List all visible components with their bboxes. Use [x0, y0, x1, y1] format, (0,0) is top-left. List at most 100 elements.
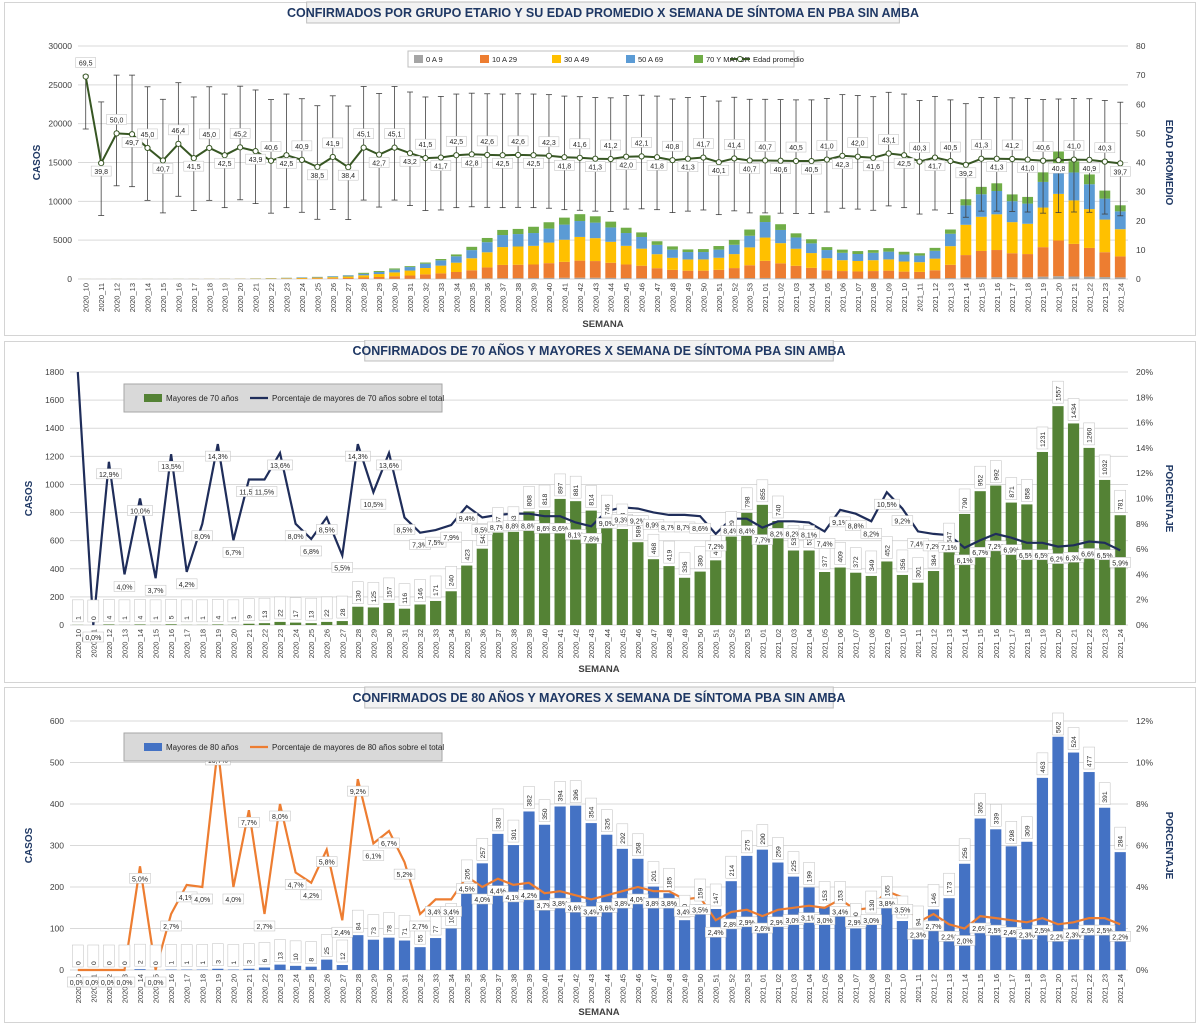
percentage-label: 7,3%	[412, 543, 428, 550]
x-tick-label: 2020_14	[136, 629, 145, 658]
bar-segment	[1083, 247, 1095, 277]
y-tick-label: 30000	[48, 41, 72, 51]
x-tick-label: 2020_30	[391, 283, 400, 312]
x-tick-label: 2020_25	[307, 629, 316, 658]
bar	[990, 485, 1002, 625]
bar-segment	[883, 259, 895, 271]
bar-segment	[759, 222, 771, 238]
bar	[865, 916, 877, 970]
bar-value-label: 146	[931, 893, 938, 905]
bar-segment	[929, 247, 941, 251]
bar-value-label-box	[647, 533, 660, 557]
y2-tick-label: 70	[1136, 70, 1146, 80]
x-tick-label: 2021_05	[821, 974, 830, 1003]
x-tick-label: 2020_10	[82, 283, 91, 312]
x-tick-label: 2020_26	[323, 974, 332, 1003]
x-tick-label: 2021_06	[836, 974, 845, 1003]
percentage-label: 7,1%	[941, 545, 957, 552]
x-tick-label: 2020_36	[478, 629, 487, 658]
bar	[585, 510, 597, 625]
bar-value-label: 13	[262, 610, 269, 618]
y2-tick-label: 60	[1136, 99, 1146, 109]
chart-title-box	[364, 686, 834, 709]
bar-segment	[605, 241, 617, 263]
bar-segment	[636, 278, 648, 279]
x-tick-label: 2020_17	[183, 629, 192, 658]
x-tick-label: 2020_39	[530, 283, 539, 312]
bar-value-label-box	[1036, 426, 1049, 450]
bar-value-label: 855	[760, 488, 767, 500]
bar-segment	[651, 268, 663, 279]
average-age-label: 40,6	[1036, 145, 1050, 152]
percentage-label-box	[813, 538, 836, 549]
x-tick-label: 2021_06	[838, 283, 847, 312]
bar	[803, 887, 815, 970]
average-age-label-box	[1001, 139, 1023, 151]
bar-value-label-box	[336, 939, 349, 963]
x-tick-label: 2021_13	[946, 283, 955, 312]
legend-box	[123, 732, 443, 762]
bar-segment	[512, 228, 524, 235]
bar-segment	[543, 222, 555, 229]
bar	[554, 806, 566, 970]
bar-segment	[466, 250, 478, 259]
percentage-label: 7,4%	[817, 541, 833, 548]
percentage-label: 8,7%	[490, 525, 506, 532]
percentage-label-box	[860, 914, 882, 925]
x-tick-label: 2021_14	[961, 629, 970, 658]
bar-segment	[1006, 253, 1018, 278]
bar-segment	[1053, 193, 1064, 241]
percentage-label-box	[518, 889, 540, 901]
bar-segment	[528, 245, 539, 265]
bar-value-label: 818	[542, 493, 549, 505]
bar-value-label: 530	[791, 534, 798, 546]
bar-segment	[1006, 222, 1018, 254]
x-tick-label: 2021_17	[1008, 283, 1017, 312]
bar-segment	[682, 252, 694, 260]
average-age-label-box	[461, 157, 482, 168]
average-age-label-box	[986, 161, 1007, 172]
percentage-label: 2,2%	[1050, 934, 1066, 941]
bar	[881, 901, 893, 970]
y-tick-label: 1400	[45, 423, 64, 433]
bar	[570, 501, 582, 625]
average-age-point	[916, 158, 923, 165]
average-age-label-box	[492, 157, 513, 169]
y-tick-label: 15000	[48, 158, 72, 168]
x-tick-label: 2020_14	[143, 283, 152, 312]
percentage-label: 0,0%	[116, 980, 132, 987]
bar-value-label: 992	[993, 469, 1000, 481]
x-tick-label: 2021_24	[1116, 283, 1125, 312]
bar-value-label: 290	[760, 833, 767, 845]
bar-value-label-box	[1052, 712, 1064, 736]
x-tick-label: 2021_01	[758, 629, 767, 658]
bar-value-label-box	[958, 838, 971, 862]
average-age-line	[84, 76, 1121, 169]
bar-segment	[697, 252, 709, 260]
bar-value-label-box	[569, 780, 582, 803]
bar-segment	[420, 274, 431, 279]
average-age-label: 42,1	[635, 140, 649, 147]
bar-value-label: 4	[215, 615, 222, 619]
percentage-label: 13,5%	[161, 464, 181, 471]
bar-value-label: 171	[433, 584, 440, 596]
average-age-point	[267, 157, 275, 164]
bar	[616, 848, 628, 970]
bar-value-label-box	[367, 582, 380, 605]
bar	[476, 548, 488, 625]
average-age-label: 41,3	[681, 165, 695, 172]
x-tick-label: 2020_23	[276, 974, 285, 1003]
x-tick-label: 2021_14	[961, 974, 970, 1003]
average-age-point	[808, 157, 815, 165]
percentage-label: 3,6%	[568, 905, 584, 912]
bar-segment	[667, 246, 678, 250]
y-tick-label: 1600	[45, 395, 64, 405]
average-age-label-box	[430, 160, 452, 171]
bar-segment	[574, 260, 586, 278]
bar-value-label: 28	[340, 608, 347, 616]
x-tick-label: 2021_02	[774, 629, 783, 658]
bar-segment	[759, 237, 771, 261]
percentage-label: 8,6%	[552, 526, 568, 533]
bar-value-label: 377	[822, 555, 829, 567]
average-age-label: 38,4	[341, 173, 355, 180]
